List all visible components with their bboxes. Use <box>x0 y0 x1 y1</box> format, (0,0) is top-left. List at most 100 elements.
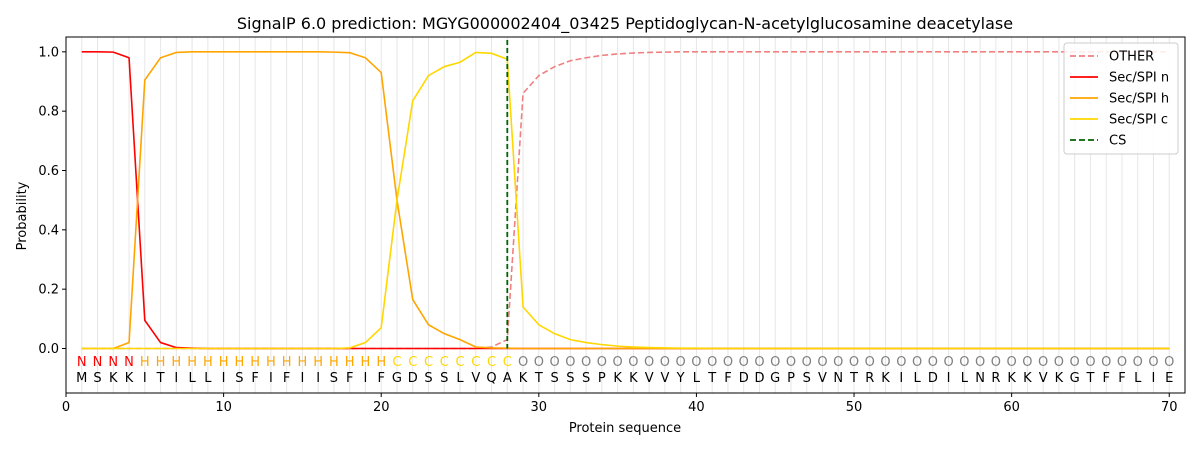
region-label: O <box>660 355 670 370</box>
region-label: O <box>865 355 875 370</box>
plot-frame <box>65 36 1186 394</box>
region-label: C <box>440 355 449 370</box>
region-label: H <box>266 355 276 370</box>
region-label: O <box>628 355 638 370</box>
residue-label: N <box>975 371 985 386</box>
region-label: O <box>817 355 827 370</box>
residue-label: G <box>1070 371 1080 386</box>
residue-label: Y <box>676 371 685 386</box>
y-tick-label: 1.0 <box>38 45 59 60</box>
residue-label: L <box>456 371 464 386</box>
residue-label: S <box>550 371 558 386</box>
region-label: N <box>108 355 118 370</box>
legend-label: Sec/SPI h <box>1109 92 1169 107</box>
x-tick-label: 30 <box>531 400 548 415</box>
residue-label: T <box>1085 371 1094 386</box>
residue-label: S <box>803 371 811 386</box>
residue-label: F <box>1118 371 1125 386</box>
region-label: O <box>975 355 985 370</box>
vertical-grid <box>81 37 1170 393</box>
region-label: H <box>234 355 244 370</box>
region-label: O <box>597 355 607 370</box>
region-label: O <box>943 355 953 370</box>
residue-label: D <box>928 371 938 386</box>
y-axis-label: Probability <box>15 181 30 250</box>
residue-label: S <box>582 371 590 386</box>
residue-label: T <box>707 371 716 386</box>
region-label: H <box>361 355 371 370</box>
region-label: O <box>770 355 780 370</box>
region-label: N <box>124 355 134 370</box>
sequence-labels: NMNSNKNKHIHTHIHLHLHIHSHFHIHFHIHIHSHFHIHF… <box>76 355 1174 386</box>
residue-label: I <box>1152 371 1156 386</box>
region-label: O <box>549 355 559 370</box>
region-label: H <box>376 355 386 370</box>
residue-label: S <box>93 371 101 386</box>
residue-label: L <box>204 371 212 386</box>
residue-label: K <box>629 371 638 386</box>
region-label: C <box>455 355 464 370</box>
x-tick-label: 20 <box>373 400 390 415</box>
residue-label: K <box>1023 371 1032 386</box>
region-label: O <box>1038 355 1048 370</box>
series-lines <box>81 39 1170 350</box>
residue-label: I <box>947 371 951 386</box>
residue-label: V <box>660 371 669 386</box>
axes: 0 10 20 30 40 50 60 70 0.0 0.2 0.4 0.6 0.8 1.0 <box>38 36 1186 415</box>
region-label: H <box>345 355 355 370</box>
region-label: N <box>93 355 103 370</box>
region-label: O <box>1054 355 1064 370</box>
region-label: O <box>849 355 859 370</box>
residue-label: D <box>739 371 749 386</box>
region-label: H <box>156 355 166 370</box>
region-label: O <box>1133 355 1143 370</box>
x-tick-label: 60 <box>1003 400 1020 415</box>
x-tick-label: 70 <box>1161 400 1178 415</box>
residue-label: I <box>174 371 178 386</box>
region-label: O <box>802 355 812 370</box>
residue-label: T <box>156 371 165 386</box>
region-label: O <box>991 355 1001 370</box>
residue-label: S <box>235 371 243 386</box>
residue-label: N <box>833 371 843 386</box>
legend-label: Sec/SPI n <box>1109 71 1169 86</box>
region-label: O <box>707 355 717 370</box>
region-label: C <box>487 355 496 370</box>
residue-label: Q <box>486 371 496 386</box>
region-label: O <box>1070 355 1080 370</box>
legend-label: CS <box>1109 134 1126 149</box>
region-label: O <box>644 355 654 370</box>
region-label: O <box>1117 355 1127 370</box>
residue-label: I <box>222 371 226 386</box>
residue-label: S <box>330 371 338 386</box>
region-label: O <box>833 355 843 370</box>
region-label: O <box>912 355 922 370</box>
x-tick-label: 0 <box>62 400 70 415</box>
region-label: C <box>408 355 417 370</box>
residue-label: A <box>503 371 512 386</box>
region-label: H <box>187 355 197 370</box>
region-label: C <box>392 355 401 370</box>
residue-label: G <box>770 371 780 386</box>
residue-label: E <box>1165 371 1173 386</box>
residue-label: V <box>818 371 827 386</box>
region-label: H <box>219 355 229 370</box>
residue-label: V <box>645 371 654 386</box>
region-label: H <box>313 355 323 370</box>
residue-label: P <box>787 371 795 386</box>
residue-label: M <box>76 371 87 386</box>
region-label: O <box>1085 355 1095 370</box>
residue-label: D <box>754 371 764 386</box>
region-label: O <box>959 355 969 370</box>
x-tick-label: 40 <box>688 400 705 415</box>
residue-label: T <box>849 371 858 386</box>
series-line-sec-spi-c <box>81 51 1170 350</box>
region-label: O <box>739 355 749 370</box>
region-label: H <box>329 355 339 370</box>
residue-label: K <box>1007 371 1016 386</box>
region-label: O <box>518 355 528 370</box>
y-tick-label: 0.8 <box>38 105 59 120</box>
region-label: C <box>471 355 480 370</box>
region-label: N <box>77 355 87 370</box>
